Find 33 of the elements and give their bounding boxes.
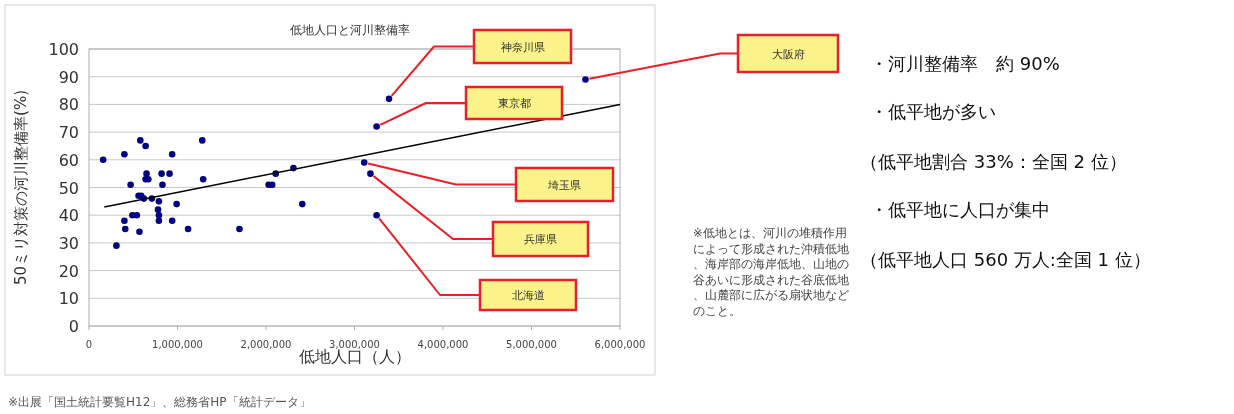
y-tick-label: 40 <box>58 206 79 226</box>
x-tick-label: 3,000,000 <box>329 339 380 350</box>
annotation: 神奈川県 <box>500 40 545 54</box>
text: （低平地人口 560 万人:全国 1 位） <box>860 249 1151 270</box>
y-tick-label: 0 <box>68 317 79 336</box>
x-tick-label: 2,000,000 <box>240 339 292 350</box>
y-tick-label: 90 <box>58 67 79 87</box>
y-axis-title: 50ミリ対策の河川整備率(%) <box>12 89 30 286</box>
x-tick-label: 5,000,000 <box>506 339 557 350</box>
y-tick-label: 50 <box>58 178 79 198</box>
x-tick-label: 0 <box>85 339 93 350</box>
text: ※低地とは、河川の堆積作用によって形成された沖積低地、海岸部の海岸低地、山地の谷あいに形成された谷底低地、山麓部に広がる扇状地などのこと。 <box>693 226 849 318</box>
x-tick-label: 6,000,000 <box>594 339 646 350</box>
x-tick-label: 4,000,000 <box>417 339 469 350</box>
y-tick-label: 100 <box>48 40 79 59</box>
annotation: 埼玉県 <box>547 178 581 192</box>
y-tick-label: 70 <box>58 123 79 143</box>
text: ・河川整備率 約 90% <box>870 53 1060 74</box>
annotation: 北海道 <box>511 289 545 302</box>
text: （低平地割合 33%：全国 2 位） <box>860 151 1127 172</box>
y-tick-label: 30 <box>58 233 79 253</box>
text: ・低平地が多い <box>870 101 996 122</box>
y-tick-label: 80 <box>58 95 79 115</box>
chart-title: 低地人口と河川整備率 <box>290 23 410 37</box>
text: ※出展「国土統計要覧H12」、総務省HP「統計データ」 <box>8 395 311 409</box>
text: 大阪府 <box>771 47 805 61</box>
text: ・低平地に人口が集中 <box>870 199 1050 220</box>
x-tick-label: 1,000,000 <box>152 339 203 350</box>
annotation: 東京都 <box>497 97 531 110</box>
annotation: 兵庫県 <box>524 233 557 246</box>
y-tick-label: 10 <box>58 289 79 309</box>
y-tick-label: 20 <box>58 261 79 281</box>
y-tick-label: 60 <box>58 150 79 170</box>
